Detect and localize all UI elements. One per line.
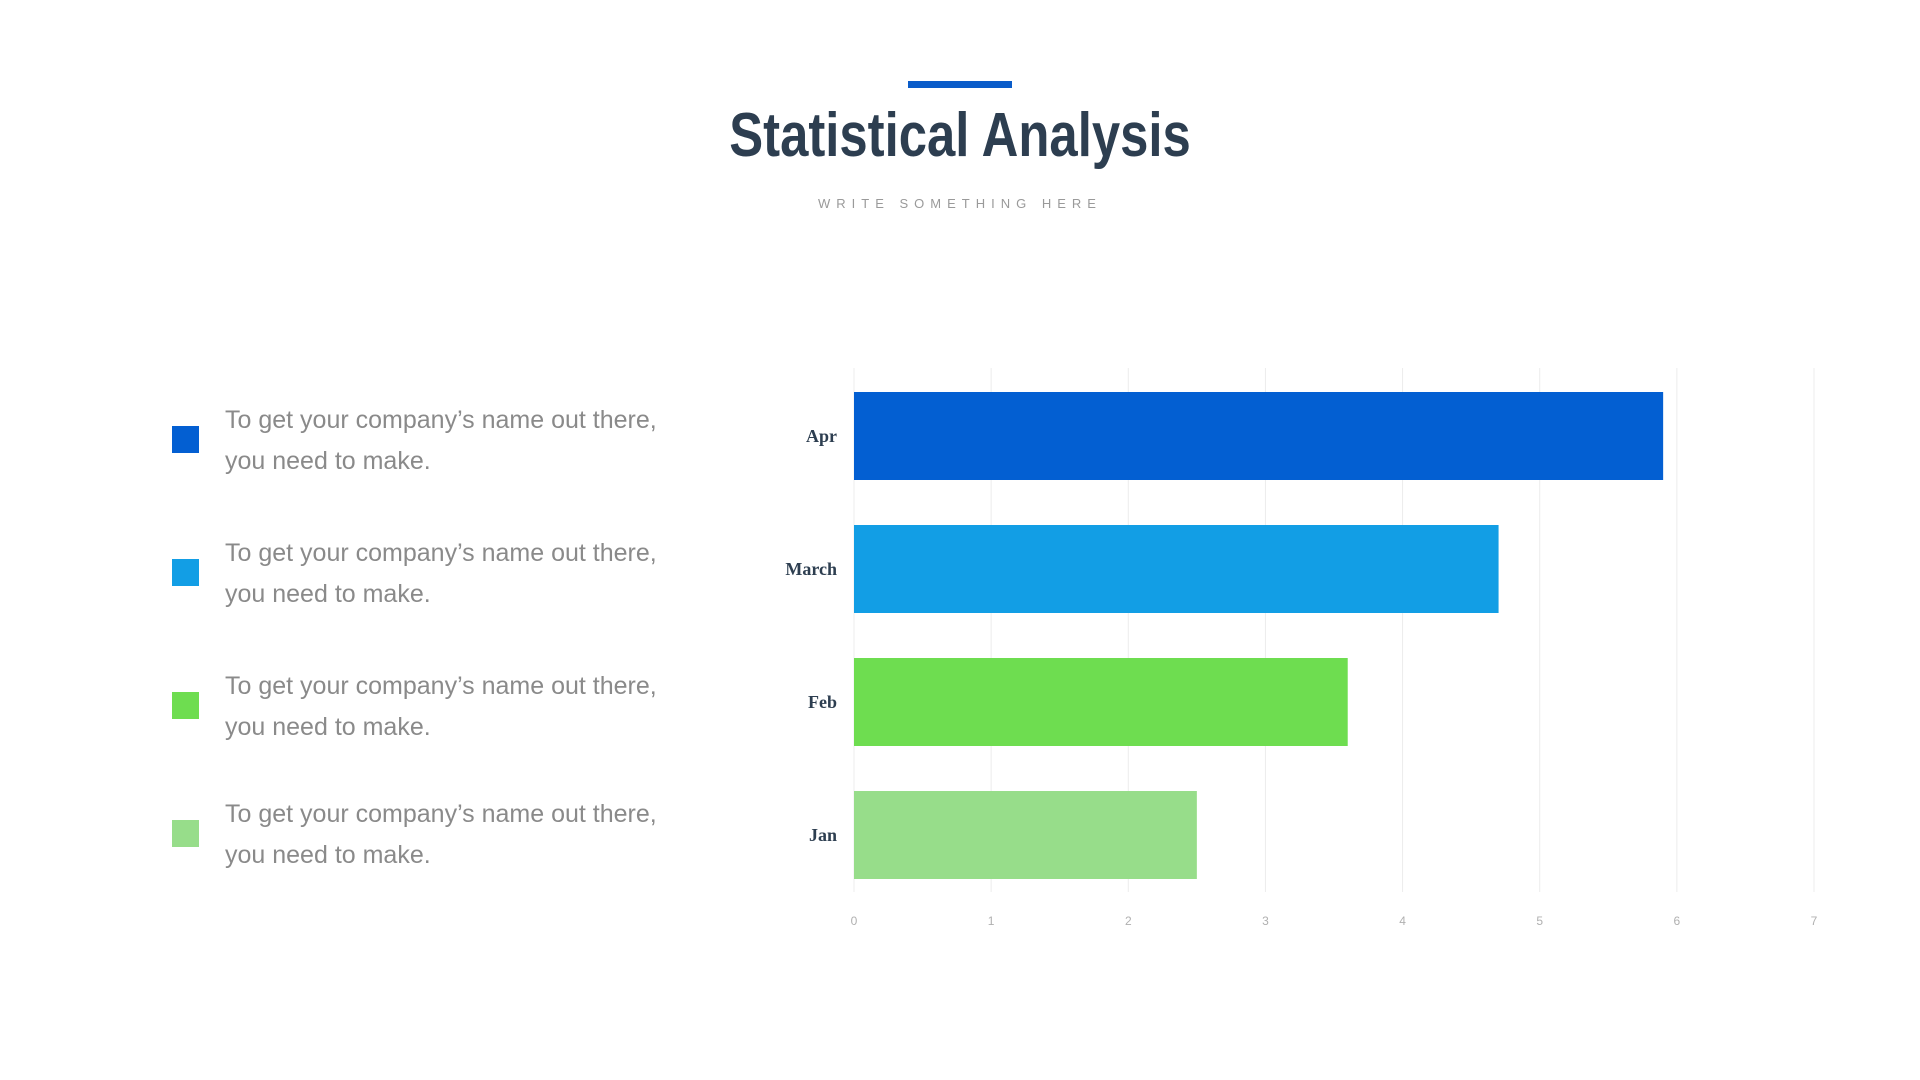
- legend-text: To get your company’s name out there, yo…: [225, 539, 657, 608]
- legend-item: To get your company’s name out there, yo…: [172, 666, 732, 756]
- slide-subtitle: WRITE SOMETHING HERE: [818, 196, 1102, 211]
- legend-item: To get your company’s name out there, yo…: [172, 794, 732, 884]
- category-label: Jan: [809, 825, 837, 845]
- legend-text: To get your company’s name out there, yo…: [225, 406, 657, 475]
- x-tick-label: 4: [1399, 914, 1406, 928]
- x-tick-label: 5: [1536, 914, 1543, 928]
- bar-apr: [854, 392, 1664, 480]
- legend-item: To get your company’s name out there, yo…: [172, 533, 732, 623]
- x-tick-label: 2: [1125, 914, 1132, 928]
- category-label: Feb: [808, 692, 837, 712]
- x-tick-label: 3: [1262, 914, 1269, 928]
- legend-swatch: [172, 692, 199, 719]
- legend-text: To get your company’s name out there, yo…: [225, 672, 657, 741]
- x-tick-label: 0: [851, 914, 858, 928]
- x-tick-label: 6: [1674, 914, 1681, 928]
- bar-march: [854, 525, 1499, 613]
- title-accent-bar: [908, 81, 1012, 88]
- legend-swatch: [172, 426, 199, 453]
- category-label: March: [785, 559, 837, 579]
- legend-swatch: [172, 820, 199, 847]
- legend-text: To get your company’s name out there, yo…: [225, 800, 657, 869]
- bar-feb: [854, 658, 1348, 746]
- legend-item: To get your company’s name out there, yo…: [172, 400, 732, 490]
- bar-jan: [854, 791, 1197, 879]
- slide-title: Statistical Analysis: [729, 101, 1191, 170]
- x-tick-label: 7: [1811, 914, 1818, 928]
- x-tick-label: 1: [988, 914, 995, 928]
- legend-swatch: [172, 559, 199, 586]
- category-label: Apr: [806, 426, 837, 446]
